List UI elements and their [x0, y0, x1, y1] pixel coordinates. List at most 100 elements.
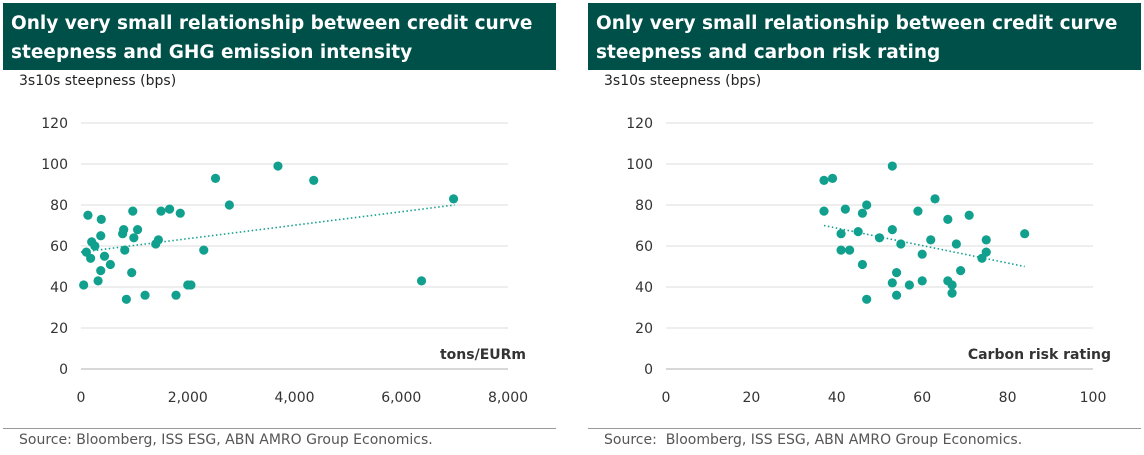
data-point [845, 245, 855, 255]
x-tick-label: 6,000 [381, 390, 421, 406]
data-point [210, 173, 221, 183]
x-axis-label: Carbon risk rating [968, 347, 1111, 363]
x-tick-label: 80 [999, 390, 1017, 406]
data-point [96, 266, 106, 276]
data-point [83, 210, 93, 220]
data-point [840, 204, 850, 214]
data-point [862, 200, 872, 210]
data-point [156, 206, 166, 216]
data-point [119, 225, 129, 235]
data-point [186, 280, 196, 290]
x-tick-label: 60 [913, 390, 931, 406]
data-point [827, 173, 838, 183]
y-tick-label: 60 [50, 239, 68, 255]
data-point [96, 231, 106, 241]
chart-panel-carbon-risk: Only very small relationship between cre… [588, 0, 1143, 455]
data-point [309, 175, 319, 185]
data-point [887, 161, 897, 171]
y-tick-label: 20 [50, 321, 68, 337]
data-point [981, 247, 991, 257]
data-point [887, 278, 897, 288]
data-point [891, 290, 902, 300]
data-point [132, 225, 143, 235]
data-point [857, 259, 868, 270]
data-point [891, 268, 902, 278]
data-point [930, 194, 940, 204]
y-tick-label: 40 [635, 280, 653, 296]
y-tick-label: 0 [59, 362, 68, 378]
data-point [175, 208, 185, 218]
y-tick-label: 60 [635, 239, 653, 255]
data-point [917, 249, 927, 259]
data-point [153, 235, 163, 245]
y-axis-label: 3s10s steepness (bps) [19, 73, 177, 89]
data-point [121, 294, 131, 304]
y-tick-label: 40 [50, 280, 68, 296]
data-point [917, 276, 927, 286]
data-point [90, 241, 100, 251]
data-point [896, 239, 906, 249]
x-tick-label: 40 [828, 390, 846, 406]
data-point [128, 206, 138, 216]
data-point [416, 276, 427, 286]
data-point [857, 208, 868, 218]
data-point [947, 288, 957, 298]
y-tick-label: 80 [635, 198, 653, 214]
data-point [165, 204, 175, 214]
data-point [943, 214, 953, 224]
data-point [99, 251, 110, 261]
data-point [86, 253, 96, 263]
data-point [819, 175, 829, 185]
scatter-plot-area: 0 20 40 60 80 100 120 0 20 40 60 80 100 Carbon risk r… [588, 96, 1141, 406]
data-point [224, 200, 234, 210]
y-tick-label: 120 [626, 116, 653, 132]
data-point [1020, 229, 1030, 239]
x-axis-label: tons/EURm [440, 347, 526, 363]
y-tick-label: 120 [41, 116, 68, 132]
data-point [171, 290, 181, 300]
data-point [836, 229, 846, 239]
scatter-chart-carbon-risk: 0 20 40 60 80 100 120 0 20 40 60 80 100 Carbon risk r… [626, 116, 1111, 406]
y-tick-label: 20 [635, 321, 653, 337]
y-tick-label: 100 [626, 157, 653, 173]
chart-title: Only very small relationship between cre… [588, 3, 1141, 70]
data-point [105, 259, 115, 270]
data-point [448, 194, 459, 204]
scatter-chart-emission: 0 20 40 60 80 100 120 0 2,000 4,000 6,000 8,000 tons… [41, 116, 528, 406]
x-tick-label: 8,000 [488, 390, 528, 406]
x-tick-label: 100 [1080, 390, 1107, 406]
footer-divider [3, 428, 556, 429]
y-tick-label: 100 [41, 157, 68, 173]
data-point [273, 161, 283, 171]
data-point [926, 235, 936, 245]
data-point [853, 227, 863, 237]
data-point [120, 245, 130, 255]
data-point [96, 214, 106, 224]
source-note: Source: Bloomberg, ISS ESG, ABN AMRO Gro… [19, 432, 433, 448]
x-tick-label: 20 [742, 390, 760, 406]
data-point [887, 225, 897, 235]
data-point [913, 206, 923, 216]
footer-divider [588, 428, 1141, 429]
source-note: Source: Bloomberg, ISS ESG, ABN AMRO Gro… [604, 432, 1023, 448]
data-point [140, 290, 150, 300]
data-point [951, 239, 961, 249]
data-point [79, 280, 89, 290]
data-point [93, 276, 103, 286]
data-point [904, 280, 914, 290]
data-point [199, 245, 209, 255]
data-point [127, 268, 137, 278]
x-tick-label: 2,000 [168, 390, 208, 406]
data-point [956, 266, 966, 276]
y-tick-label: 80 [50, 198, 68, 214]
data-point [947, 280, 957, 290]
data-point [836, 245, 846, 255]
data-point [862, 294, 872, 304]
data-point [129, 233, 139, 243]
trendline [80, 204, 455, 253]
data-point [981, 235, 991, 245]
chart-panel-emission-intensity: Only very small relationship between cre… [3, 0, 558, 455]
y-tick-label: 0 [644, 362, 653, 378]
scatter-plot-area: 0 20 40 60 80 100 120 0 2,000 4,000 6,000 8,000 tons… [3, 96, 556, 406]
x-tick-label: 0 [77, 390, 86, 406]
